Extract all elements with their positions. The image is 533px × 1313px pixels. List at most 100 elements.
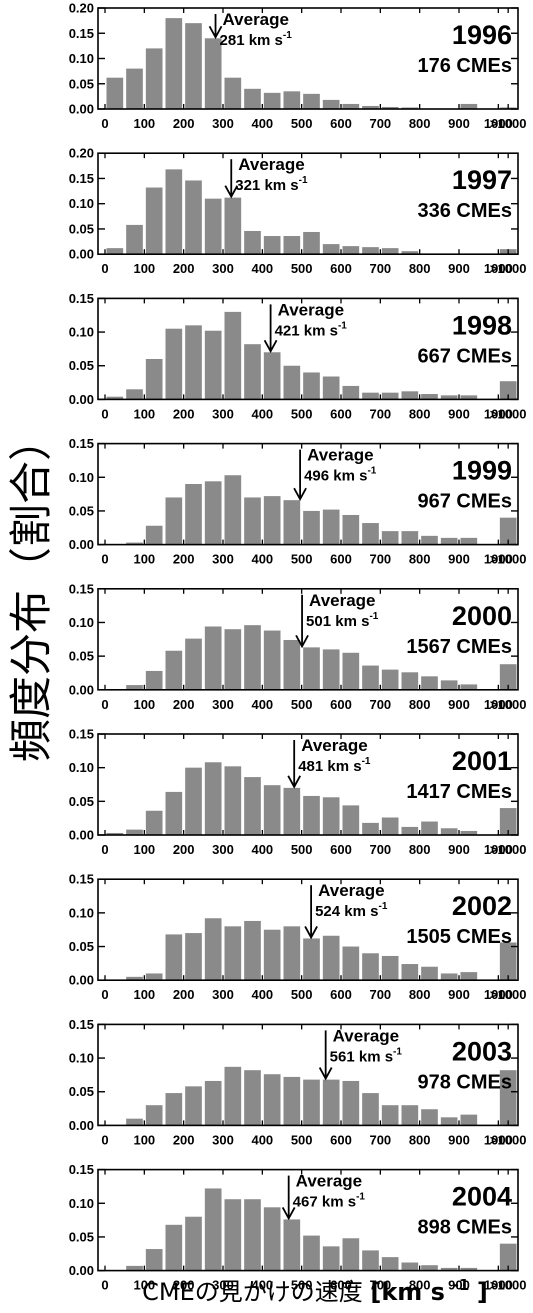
y-tick-label: 0.15 [69, 26, 94, 41]
y-tick-label: 0.10 [69, 470, 94, 485]
bar [401, 1262, 419, 1271]
x-tick-label: 0 [101, 987, 108, 1002]
bar [381, 1105, 399, 1126]
x-tick-label: 300 [212, 842, 234, 857]
bar [460, 1114, 478, 1126]
x-axis-label-unit: [km s [370, 1278, 445, 1306]
bar [224, 1199, 242, 1271]
x-tick-label: 200 [173, 1278, 195, 1293]
bar [342, 514, 360, 545]
average-value-exp: -1 [367, 466, 376, 477]
x-tick-label: 700 [369, 697, 391, 712]
panel-2004: 0.00 0.05 0.10 0.15 0 100 200 300 400 500 600 700 80… [69, 1162, 527, 1293]
x-tick-label: 100 [133, 406, 155, 421]
bar [362, 392, 379, 400]
y-tick-label: 0.00 [69, 682, 94, 697]
bar [322, 1246, 340, 1271]
y-tick-label: 0.00 [69, 828, 94, 843]
x-tick-label: 700 [369, 1132, 391, 1147]
panel-cme-count: 1567 CMEs [406, 636, 512, 658]
bar [185, 325, 202, 400]
bar [204, 626, 222, 690]
bar [499, 1070, 517, 1126]
bar [224, 475, 242, 545]
y-tick-label: 0.00 [69, 392, 94, 407]
x-tick-label: 300 [212, 116, 234, 131]
average-value-exp: -1 [369, 611, 378, 622]
x-tick-label: 200 [173, 261, 195, 276]
y-tick-label: 0.10 [69, 325, 94, 340]
bar [421, 535, 438, 545]
x-tick-label: 600 [330, 842, 352, 857]
bar [381, 817, 399, 835]
bar [303, 93, 320, 109]
bar [165, 650, 183, 690]
x-tick-label: 900 [448, 1132, 470, 1147]
bar [303, 1235, 320, 1271]
panel-cme-count: 898 CMEs [418, 1217, 513, 1239]
x-tick-label: 0 [101, 261, 108, 276]
x-tick-label: 900 [448, 552, 470, 567]
bar [499, 942, 517, 981]
average-label: Average [296, 1172, 362, 1191]
bar [106, 248, 124, 255]
bar [322, 244, 340, 255]
y-tick-label: 0.05 [69, 76, 94, 91]
bar [283, 787, 301, 835]
bar [362, 1250, 379, 1271]
x-tick-label: 500 [291, 697, 313, 712]
x-tick-label: 900 [448, 261, 470, 276]
x-tick-label: 400 [251, 987, 273, 1002]
y-tick-label: 0.10 [69, 51, 94, 66]
bar [126, 976, 143, 981]
bar [342, 946, 360, 981]
x-tick-label: 800 [409, 116, 431, 131]
x-tick-label: >1000 [490, 1278, 527, 1293]
average-label: Average [278, 300, 344, 319]
x-tick-label: 1000 [484, 842, 513, 857]
panel-cme-count: 667 CMEs [418, 345, 513, 367]
bar [185, 1086, 202, 1126]
bar [106, 832, 124, 835]
x-tick-label: >1000 [490, 987, 527, 1002]
average-label: Average [307, 446, 373, 465]
x-tick-label: 400 [251, 261, 273, 276]
x-tick-label: 800 [409, 406, 431, 421]
x-tick-label: 300 [212, 552, 234, 567]
average-value-exp: -1 [393, 1046, 402, 1057]
y-tick-label: 0.05 [69, 503, 94, 518]
bar [224, 629, 242, 690]
x-tick-label: 0 [101, 1278, 108, 1293]
average-label: Average [223, 10, 289, 29]
x-tick-label: 600 [330, 552, 352, 567]
average-value: 481 km s-1 [298, 756, 371, 775]
x-tick-label: 600 [330, 261, 352, 276]
x-tick-label: 0 [101, 1132, 108, 1147]
y-tick-label: 0.10 [69, 1196, 94, 1211]
y-tick-label: 0.00 [69, 102, 94, 117]
panel-year: 2000 [452, 601, 512, 631]
bar [342, 1238, 360, 1271]
x-tick-label: 1000 [484, 1278, 513, 1293]
bar [460, 1267, 478, 1271]
x-tick-label: 100 [133, 987, 155, 1002]
x-tick-label: 100 [133, 842, 155, 857]
average-label: Average [333, 1026, 399, 1045]
bar [303, 510, 320, 545]
bar [362, 1093, 379, 1126]
x-tick-label: 400 [251, 406, 273, 421]
x-tick-label: 300 [212, 1132, 234, 1147]
panel-year: 2004 [452, 1182, 512, 1212]
bar [244, 1199, 261, 1271]
bar [145, 525, 163, 545]
average-value-exp: -1 [378, 901, 387, 912]
x-tick-label: 1000 [484, 987, 513, 1002]
bar [204, 481, 222, 545]
bar [283, 365, 301, 400]
panel-year: 1997 [452, 165, 512, 195]
bar [145, 810, 163, 835]
y-tick-label: 0.15 [69, 872, 94, 887]
y-tick-label: 0.10 [69, 905, 94, 920]
bar [283, 639, 301, 690]
average-arrow-head [224, 185, 239, 199]
